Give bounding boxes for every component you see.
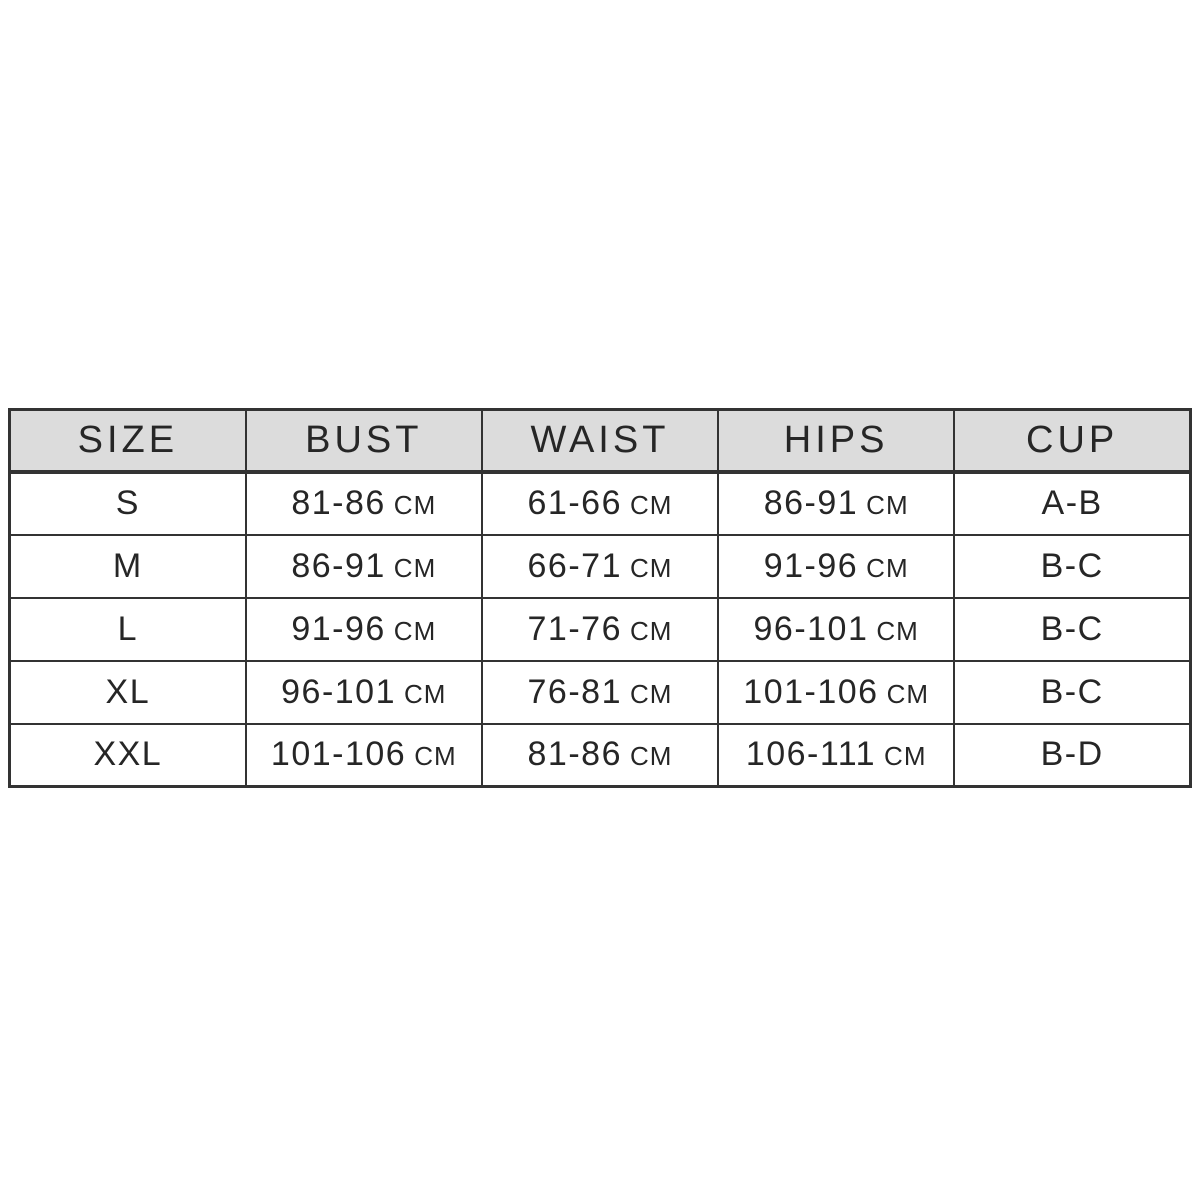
cell-hips: 106-111 CM <box>717 722 956 788</box>
measurement-range: 81-86 <box>527 735 622 774</box>
column-header-cup: CUP <box>953 408 1193 474</box>
measurement-unit: CM <box>866 552 909 583</box>
measurement-range: 86-91 <box>763 484 859 522</box>
column-header-size: SIZE <box>7 408 247 474</box>
table-header-row: SIZE BUST WAIST HIPS CUP <box>7 408 1193 474</box>
measurement-unit: CM <box>404 678 447 709</box>
cell-size: S <box>7 470 247 536</box>
column-header-bust: BUST <box>244 408 483 474</box>
cell-cup: B-C <box>953 659 1193 725</box>
cell-hips: 86-91 CM <box>717 470 956 536</box>
measurement-unit: CM <box>866 490 909 520</box>
measurement-unit: CM <box>393 552 437 583</box>
measurement-range: 96-101 <box>281 672 396 711</box>
measurement-range: 101-106 <box>270 735 407 774</box>
measurement-range: 86-91 <box>291 546 386 585</box>
measurement-range: 96-101 <box>753 609 869 648</box>
cell-cup: B-C <box>953 533 1193 599</box>
measurement-range: 81-86 <box>291 484 386 522</box>
measurement-unit: CM <box>629 615 673 646</box>
measurement-unit: CM <box>886 678 930 709</box>
measurement-range: 71-76 <box>527 609 622 648</box>
table-row-m: M 86-91 CM 66-71 CM 91-96 CM B-C <box>7 533 1193 599</box>
measurement-unit: CM <box>414 741 457 772</box>
cell-waist: 81-86 CM <box>480 722 720 788</box>
cell-size: M <box>7 533 247 599</box>
table-row-xl: XL 96-101 CM 76-81 CM 101-106 CM B-C <box>7 659 1193 725</box>
size-chart-table: SIZE BUST WAIST HIPS CUP S 81-86 CM 61-66… <box>7 408 1193 788</box>
column-header-hips: HIPS <box>717 408 956 474</box>
cell-hips: 91-96 CM <box>717 533 956 599</box>
cell-bust: 91-96 CM <box>244 596 483 662</box>
cell-size: XXL <box>7 722 247 788</box>
cell-waist: 76-81 CM <box>480 659 720 725</box>
cell-bust: 86-91 CM <box>244 533 483 599</box>
cell-cup: B-C <box>953 596 1193 662</box>
measurement-range: 101-106 <box>743 672 879 711</box>
table-row-l: L 91-96 CM 71-76 CM 96-101 CM B-C <box>7 596 1193 662</box>
cell-waist: 71-76 CM <box>480 596 720 662</box>
measurement-unit: CM <box>393 490 437 520</box>
measurement-unit: CM <box>393 615 437 646</box>
column-header-waist: WAIST <box>480 408 720 474</box>
table-row-s: S 81-86 CM 61-66 CM 86-91 CM A-B <box>7 470 1193 536</box>
cell-bust: 96-101 CM <box>244 659 483 725</box>
measurement-unit: CM <box>629 490 673 520</box>
measurement-unit: CM <box>629 741 673 772</box>
measurement-unit: CM <box>884 741 927 772</box>
measurement-unit: CM <box>876 615 919 646</box>
cell-bust: 81-86 CM <box>244 470 483 536</box>
cell-size: L <box>7 596 247 662</box>
cell-hips: 101-106 CM <box>717 659 956 725</box>
size-chart-container: SIZE BUST WAIST HIPS CUP S 81-86 CM 61-66… <box>7 408 1193 788</box>
measurement-range: 91-96 <box>763 546 859 585</box>
measurement-range: 106-111 <box>745 735 877 774</box>
cell-hips: 96-101 CM <box>717 596 956 662</box>
cell-waist: 66-71 CM <box>480 533 720 599</box>
measurement-range: 61-66 <box>527 484 622 522</box>
cell-cup: A-B <box>953 470 1193 536</box>
cell-waist: 61-66 CM <box>480 470 720 536</box>
cell-size: XL <box>7 659 247 725</box>
measurement-range: 66-71 <box>527 546 622 585</box>
cell-cup: B-D <box>953 722 1193 788</box>
measurement-range: 76-81 <box>527 672 622 711</box>
cell-bust: 101-106 CM <box>244 722 483 788</box>
table-row-xxl: XXL 101-106 CM 81-86 CM 106-111 CM B-D <box>7 722 1193 788</box>
measurement-unit: CM <box>629 678 673 709</box>
measurement-unit: CM <box>629 552 673 583</box>
measurement-range: 91-96 <box>291 609 386 648</box>
